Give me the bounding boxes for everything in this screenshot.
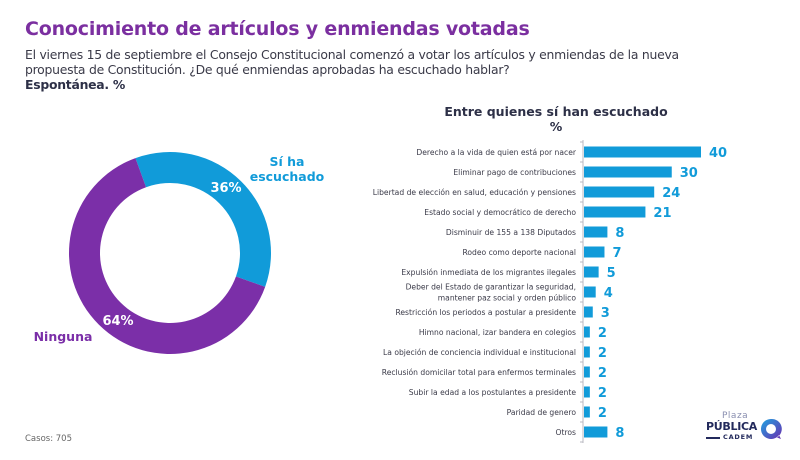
bar (584, 386, 590, 398)
bar (584, 246, 605, 258)
bar (584, 306, 593, 318)
bar-category-label: Derecho a la vida de quien está por nace… (416, 148, 576, 157)
bar-value-label: 8 (615, 426, 624, 441)
donut-category-label: Sí ha (270, 154, 305, 169)
bar-category-label: Eliminar pago de contribuciones (453, 168, 576, 177)
bar-category-label: La objeción de conciencia individual e i… (383, 348, 576, 357)
bar-value-label: 40 (709, 146, 727, 161)
bar (584, 266, 599, 278)
donut-slice-si-ha-escuchado (135, 152, 271, 287)
bar-category-label: Subir la edad a los postulantes a presid… (409, 388, 577, 397)
logo-rule (706, 437, 720, 439)
bar-value-label: 2 (598, 406, 607, 421)
bar-category-label: Libertad de elección en salud, educación… (373, 188, 576, 197)
bar-value-label: 30 (680, 166, 698, 181)
bar-category-label: mantener paz social y orden público (438, 294, 577, 303)
bar-category-label: Disminuir de 155 a 138 Diputados (446, 228, 576, 237)
bar (584, 146, 701, 158)
bar-chart-title: Entre quienes sí han escuchado % (400, 104, 712, 134)
speech-bubble-icon (761, 418, 782, 439)
bar-value-label: 3 (601, 306, 610, 321)
bar-value-label: 2 (598, 366, 607, 381)
bar-category-label: Expulsión inmediata de los migrantes ile… (401, 268, 576, 277)
bar (584, 286, 596, 298)
bar (584, 206, 646, 218)
bar-value-label: 5 (607, 266, 616, 281)
bar-value-label: 4 (604, 286, 613, 301)
bar (584, 346, 590, 358)
bar-chart: 40 Derecho a la vida de quien está por na… (373, 140, 727, 443)
bar-value-label: 7 (612, 246, 621, 261)
bar-chart-unit: % (549, 119, 563, 134)
question-text: El viernes 15 de septiembre el Consejo C… (25, 47, 705, 92)
bar-value-label: 2 (598, 386, 607, 401)
bar (584, 366, 590, 378)
page-title: Conocimiento de artículos y enmiendas vo… (25, 18, 530, 40)
bar (584, 186, 655, 198)
bar-value-label: 2 (598, 326, 607, 341)
bar (584, 326, 590, 338)
bar-category-label: Restricción los periodos a postular a pr… (395, 308, 576, 317)
bar-category-label: Rodeo como deporte nacional (462, 248, 576, 257)
question-line-1: El viernes 15 de septiembre el Consejo C… (25, 47, 679, 62)
bar (584, 406, 590, 418)
bar-value-label: 24 (662, 186, 680, 201)
bar (584, 166, 672, 178)
sample-size: Casos: 705 (25, 434, 72, 444)
logo-plaza-text: Plaza (722, 411, 749, 421)
plaza-publica-cadem-logo: Plaza PÚBLICA CADEM (706, 411, 790, 448)
bar-chart-title-text: Entre quienes sí han escuchado (444, 104, 668, 119)
bar-category-label: Paridad de genero (507, 408, 577, 417)
question-line-2: propuesta de Constitución. ¿De qué enmie… (25, 62, 510, 77)
donut-category-label: Ninguna (34, 329, 93, 344)
donut-value-label: 36% (210, 181, 241, 196)
bar (584, 426, 608, 438)
bar-value-label: 21 (653, 206, 671, 221)
bar-category-label: Reclusión domicilar total para enfermos … (382, 368, 576, 377)
bar-category-label: Himno nacional, izar bandera en colegios (419, 328, 576, 337)
bar-category-label: Estado social y democrático de derecho (424, 208, 576, 217)
donut-value-label: 64% (102, 314, 133, 329)
donut-category-label: escuchado (250, 169, 325, 184)
bar-category-label: Deber del Estado de garantizar la seguri… (406, 283, 576, 292)
bar-value-label: 2 (598, 346, 607, 361)
question-note: Espontánea. % (25, 77, 126, 92)
bar (584, 226, 608, 238)
logo-cadem-text: CADEM (723, 433, 754, 441)
bar-category-label: Otros (555, 428, 576, 437)
bar-value-label: 8 (615, 226, 624, 241)
donut-slice-ninguna (69, 158, 266, 355)
logo-publica-text: PÚBLICA (706, 420, 757, 433)
